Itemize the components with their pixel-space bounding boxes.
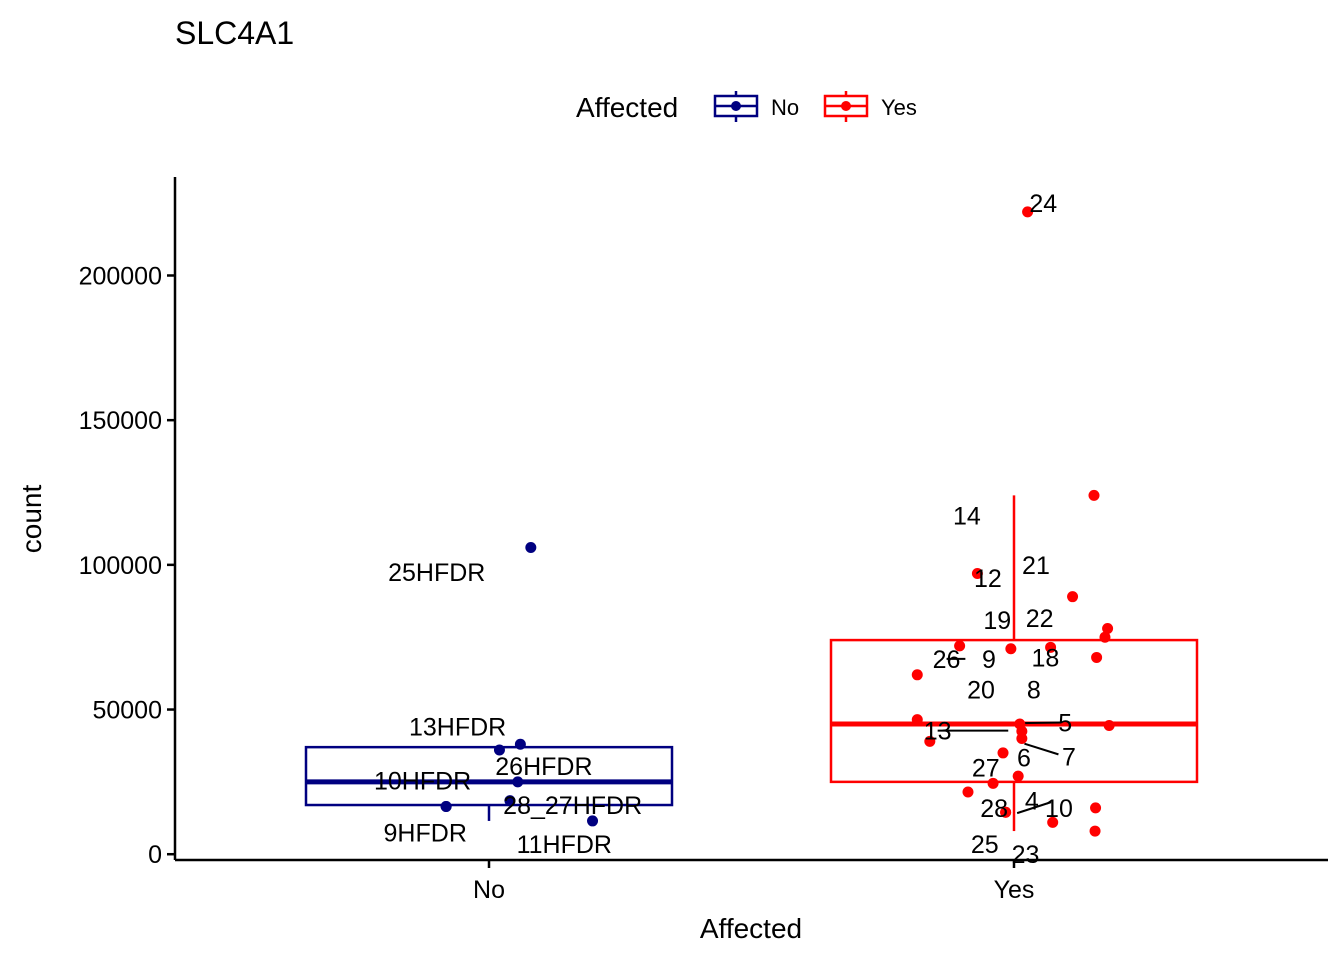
data-point: [504, 795, 516, 807]
y-axis-title: count: [16, 485, 47, 554]
point-label: 10: [1045, 795, 1073, 823]
label-leader: [1021, 721, 1062, 725]
box-iqr: [304, 745, 674, 807]
data-point: [911, 669, 923, 681]
data-point: [997, 747, 1009, 759]
point-label: 22: [1026, 605, 1054, 633]
data-point: [493, 744, 505, 756]
point-label: 10HFDR: [374, 767, 471, 795]
data-point: [1012, 770, 1024, 782]
label-leader: [1016, 801, 1052, 815]
data-point: [1047, 816, 1059, 828]
data-point: [1103, 719, 1115, 731]
chart-title: SLC4A1: [175, 15, 294, 51]
legend-label-no: No: [771, 95, 799, 120]
data-point: [1067, 591, 1079, 603]
point-label: 28_27HFDR: [503, 792, 642, 820]
data-point: [587, 815, 599, 827]
legend-title: Affected: [576, 92, 678, 123]
point-label: 28: [980, 795, 1008, 823]
x-axis: No Yes: [175, 858, 1328, 904]
data-point: [987, 777, 999, 789]
data-point: [962, 786, 974, 798]
point-label: 12: [974, 565, 1002, 593]
legend-key-yes: [823, 91, 869, 122]
point-label: 26: [933, 646, 961, 674]
point-label: 6: [1017, 744, 1031, 772]
point-labels: 25HFDR 13HFDR 26HFDR 10HFDR 28_27HFDR 9HFDR 11…: [374, 190, 1076, 869]
data-point: [954, 640, 966, 652]
box-yes: [829, 495, 1199, 832]
point-label: 11HFDR: [517, 831, 612, 859]
point-label: 13HFDR: [409, 713, 506, 741]
label-leader: [1024, 742, 1059, 756]
point-label: 14: [953, 503, 981, 531]
data-point: [1088, 489, 1100, 501]
y-tick-label: 150000: [79, 407, 162, 435]
legend-label-yes: Yes: [881, 95, 917, 120]
y-tick-label: 50000: [92, 697, 162, 725]
label-leader-lines: [937, 657, 1062, 815]
point-label: 24: [1029, 190, 1057, 218]
point-label: 23: [1012, 841, 1040, 869]
x-tick-label: No: [473, 876, 505, 904]
data-point: [440, 800, 452, 812]
data-point: [1091, 651, 1103, 663]
point-label: 13: [924, 718, 952, 746]
x-axis-title: Affected: [700, 913, 802, 944]
y-tick-label: 200000: [79, 262, 162, 290]
y-axis: 0 50000 100000 150000 200000: [79, 177, 177, 869]
data-point: [1016, 732, 1028, 744]
data-point: [525, 541, 537, 553]
point-label: 8: [1027, 676, 1041, 704]
data-point: [1102, 623, 1114, 635]
data-point: [924, 735, 936, 747]
point-label: 9: [982, 646, 996, 674]
data-points: [440, 206, 1115, 837]
point-label: 18: [1031, 644, 1059, 672]
data-point: [512, 776, 524, 788]
legend-key-no: [713, 91, 759, 122]
point-label: 5: [1058, 710, 1072, 738]
data-point: [971, 568, 983, 580]
point-label: 25HFDR: [388, 559, 485, 587]
y-tick-label: 0: [148, 841, 162, 869]
data-point: [1045, 641, 1057, 653]
legend: Affected No Yes: [576, 91, 917, 123]
point-label: 20: [967, 676, 995, 704]
point-label: 27: [972, 754, 1000, 782]
data-point: [514, 738, 526, 750]
data-point: [1022, 206, 1034, 218]
box-iqr: [829, 638, 1199, 784]
data-point: [911, 714, 923, 726]
x-tick-label: Yes: [994, 876, 1035, 904]
data-point: [1099, 631, 1111, 643]
point-label: 21: [1022, 552, 1050, 580]
point-label: 9HFDR: [384, 820, 467, 848]
data-point: [1000, 806, 1012, 818]
data-point: [1090, 802, 1102, 814]
data-point: [1089, 825, 1101, 837]
boxes: [304, 495, 1199, 832]
point-label: 26HFDR: [495, 753, 592, 781]
point-label: 25: [971, 831, 999, 859]
point-label: 4: [1025, 788, 1039, 816]
y-tick-label: 100000: [79, 552, 162, 580]
data-point: [1005, 643, 1017, 655]
box-no: [304, 745, 674, 821]
point-label: 7: [1062, 743, 1076, 771]
point-label: 19: [983, 607, 1011, 635]
